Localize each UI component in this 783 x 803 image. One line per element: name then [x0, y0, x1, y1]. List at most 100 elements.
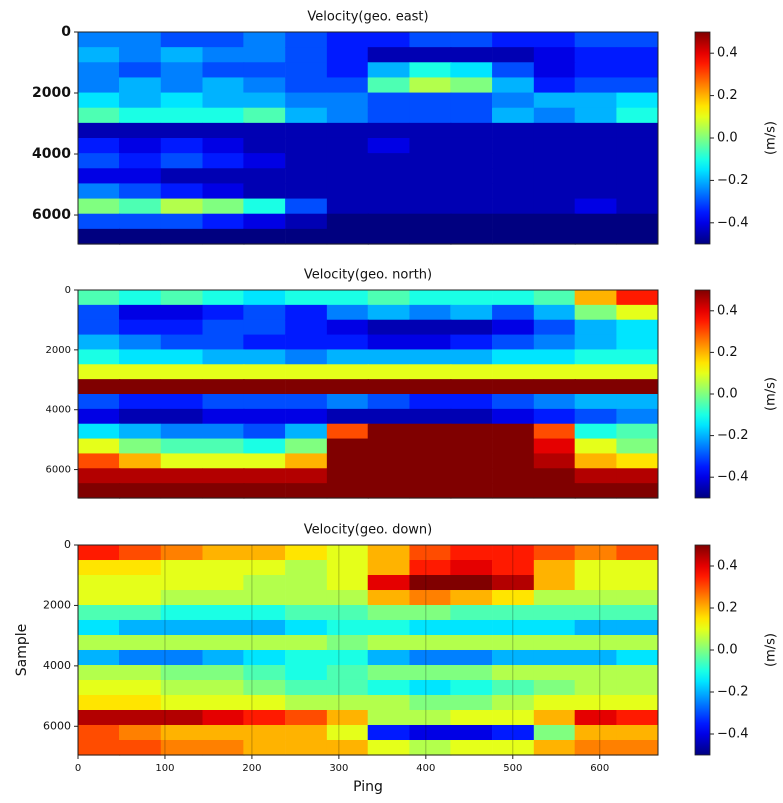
heatmap-cell	[78, 364, 121, 380]
heatmap-cell	[243, 304, 286, 321]
heatmap-cell	[326, 228, 369, 245]
heatmap-cell	[119, 183, 162, 200]
heatmap-cell	[367, 334, 410, 351]
heatmap-cell	[326, 483, 369, 499]
heatmap-cell	[616, 635, 659, 651]
heatmap-cell	[616, 153, 659, 169]
heatmap-cell	[409, 47, 452, 63]
heatmap-cell	[574, 319, 617, 336]
heatmap-cell	[367, 92, 410, 109]
y-tick-label: 6000	[46, 465, 71, 476]
heatmap-cell	[326, 544, 369, 561]
heatmap-cell	[616, 408, 659, 425]
heatmap-cell	[119, 635, 162, 651]
heatmap-cell	[78, 710, 121, 726]
heatmap-cell	[492, 605, 535, 621]
heatmap-cell	[119, 198, 162, 215]
heatmap-cell	[78, 393, 121, 410]
heatmap-cell	[533, 468, 576, 484]
colorbar-tick-label: −0.2	[717, 685, 749, 700]
colorbar-label: (m/s)	[764, 121, 779, 155]
heatmap-cell	[367, 122, 410, 139]
heatmap-cell	[285, 289, 328, 306]
heatmap-cell	[285, 107, 328, 124]
heatmap-cell	[202, 605, 245, 621]
heatmap-cell	[409, 605, 452, 621]
heatmap-cell	[160, 665, 203, 681]
heatmap-cell	[202, 289, 245, 306]
heatmap-cell	[160, 635, 203, 651]
heatmap-cell	[160, 590, 203, 606]
heatmap-cell	[78, 649, 121, 666]
heatmap-cell	[119, 453, 162, 469]
heatmap-cell	[450, 423, 493, 440]
heatmap-cell	[160, 213, 203, 230]
heatmap-cell	[492, 379, 535, 395]
heatmap-cell	[160, 47, 203, 63]
heatmap-cell	[367, 77, 410, 94]
heatmap-cell	[409, 183, 452, 200]
heatmap-cell	[574, 334, 617, 351]
heatmap-cell	[119, 31, 162, 48]
heatmap-cell	[367, 649, 410, 666]
heatmap-cell	[367, 393, 410, 410]
heatmap-cell	[243, 665, 286, 681]
heatmap-cell	[119, 544, 162, 561]
heatmap-cell	[160, 468, 203, 484]
colorbar-tick-label: 0.4	[717, 559, 738, 574]
heatmap-cell	[285, 31, 328, 48]
heatmap-cell	[202, 213, 245, 230]
plot-frame	[77, 289, 659, 499]
heatmap-cell	[574, 724, 617, 741]
heatmap-cell	[367, 168, 410, 185]
heatmap-cell	[202, 423, 245, 440]
heatmap-cell	[367, 438, 410, 455]
heatmap-cell	[492, 319, 535, 336]
heatmap-cell	[285, 635, 328, 651]
heatmap-cell	[409, 635, 452, 651]
heatmap-cell	[533, 334, 576, 351]
x-tick-label: 600	[590, 763, 609, 774]
heatmap-cell	[616, 334, 659, 351]
heatmap-cell	[285, 438, 328, 455]
heatmap-cell	[450, 289, 493, 306]
heatmap-cell	[492, 107, 535, 124]
heatmap-cell	[367, 319, 410, 336]
y-tick-label: 4000	[43, 659, 71, 672]
heatmap-cell	[326, 289, 369, 306]
heatmap-cell	[326, 334, 369, 351]
heatmap-cell	[616, 47, 659, 63]
heatmap-cell	[202, 649, 245, 666]
heatmap-cell	[492, 349, 535, 365]
heatmap-cell	[243, 408, 286, 425]
heatmap-cell	[616, 183, 659, 200]
heatmap-cell	[574, 619, 617, 636]
heatmap-cell	[616, 694, 659, 711]
heatmap-cell	[492, 213, 535, 230]
heatmap-cell	[533, 107, 576, 124]
heatmap-cell	[409, 62, 452, 79]
heatmap-cell	[202, 304, 245, 321]
heatmap-cell	[326, 62, 369, 79]
heatmap-cell	[243, 605, 286, 621]
heatmap-cell	[616, 724, 659, 741]
heatmap-cell	[119, 122, 162, 139]
heatmap-cell	[119, 77, 162, 94]
heatmap-cell	[78, 619, 121, 636]
heatmap-cell	[119, 619, 162, 636]
heatmap-cell	[285, 334, 328, 351]
heatmap-cell	[326, 183, 369, 200]
heatmap-cell	[574, 198, 617, 215]
heatmap-cell	[160, 62, 203, 79]
heatmap-cell	[533, 679, 576, 696]
heatmap-cell	[285, 364, 328, 380]
heatmap-cell	[243, 168, 286, 185]
heatmap-cell	[243, 468, 286, 484]
heatmap-cell	[119, 92, 162, 109]
heatmap-cell	[119, 740, 162, 756]
heatmap-cell	[450, 304, 493, 321]
heatmap-cell	[616, 649, 659, 666]
heatmap-cell	[202, 349, 245, 365]
x-tick-label: 100	[155, 763, 174, 774]
heatmap-cell	[285, 468, 328, 484]
